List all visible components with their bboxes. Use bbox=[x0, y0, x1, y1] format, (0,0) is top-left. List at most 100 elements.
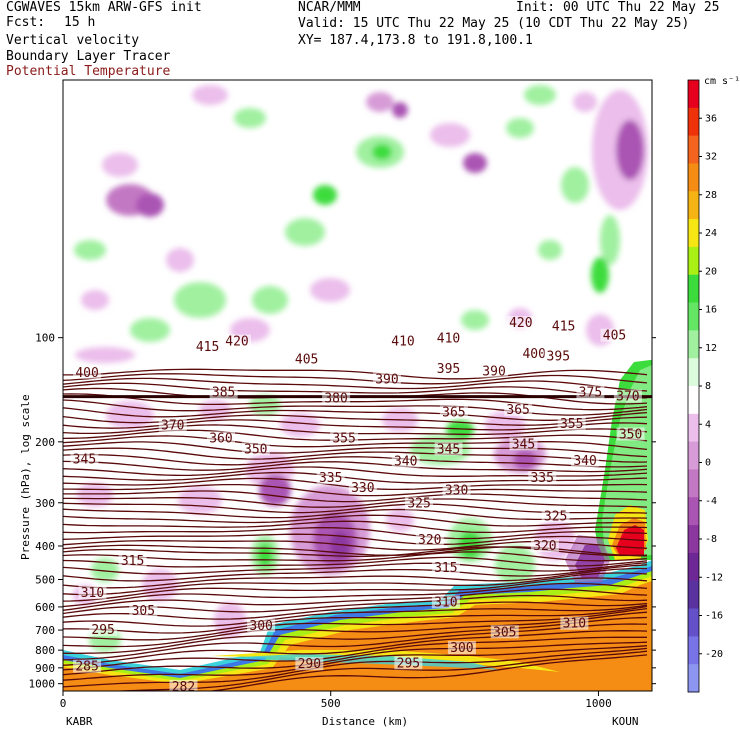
colorbar-swatch bbox=[688, 358, 699, 387]
velocity-blob bbox=[591, 257, 609, 293]
theta-contour-line bbox=[63, 368, 648, 380]
theta-label: 410 bbox=[437, 332, 460, 347]
theta-label-bg bbox=[571, 453, 600, 467]
x-tick-label: 1000 bbox=[585, 697, 612, 710]
theta-label: 350 bbox=[244, 442, 267, 457]
velocity-blob bbox=[366, 92, 394, 112]
theta-label-bg bbox=[118, 554, 147, 568]
velocity-blob bbox=[573, 92, 597, 112]
colorbar-label: 32 bbox=[705, 152, 717, 163]
velocity-blob bbox=[252, 286, 288, 314]
theta-contour-line bbox=[63, 377, 648, 392]
colorbar-swatch bbox=[688, 636, 699, 665]
theta-label-bg bbox=[389, 334, 418, 348]
theta-contour-line bbox=[63, 393, 648, 411]
velocity-blob bbox=[506, 118, 534, 138]
y-tick-label: 400 bbox=[35, 540, 55, 553]
theta-label: 315 bbox=[434, 561, 457, 576]
theta-contour-line bbox=[63, 645, 648, 681]
colorbar-label: -20 bbox=[705, 649, 723, 660]
center-label: NCAR/MMM bbox=[298, 0, 361, 15]
x-axis-label: Distance (km) bbox=[322, 715, 408, 728]
theta-contour-line bbox=[63, 630, 648, 666]
theta-contour-line bbox=[63, 497, 648, 508]
theta-label: 355 bbox=[560, 417, 583, 432]
y-tick-label: 100 bbox=[35, 332, 55, 345]
theta-label-bg bbox=[431, 595, 460, 609]
theta-label-bg bbox=[509, 437, 538, 451]
x-tick-label: 0 bbox=[60, 697, 67, 710]
theta-label: 310 bbox=[434, 595, 457, 610]
theta-label-bg bbox=[405, 496, 434, 510]
theta-contour-line bbox=[63, 399, 648, 416]
theta-label: 325 bbox=[407, 497, 430, 512]
theta-label: 295 bbox=[91, 623, 114, 638]
theta-contour-line bbox=[63, 594, 648, 615]
theta-label: 415 bbox=[552, 319, 575, 334]
theta-label: 390 bbox=[482, 365, 505, 380]
theta-contour-line bbox=[63, 567, 647, 589]
theta-contour-line bbox=[63, 551, 648, 562]
theta-contour-line bbox=[63, 447, 648, 463]
theta-contour-line bbox=[63, 382, 647, 399]
theta-label: 305 bbox=[493, 625, 516, 640]
velocity-blob bbox=[285, 218, 325, 246]
y-tick-label: 200 bbox=[35, 436, 55, 449]
theta-label: 335 bbox=[530, 471, 553, 486]
theta-contour-line bbox=[63, 564, 648, 582]
field-boundary-layer-tracer: Boundary Layer Tracer bbox=[6, 49, 171, 64]
theta-label: 345 bbox=[73, 453, 96, 468]
colorbar-swatch bbox=[688, 274, 699, 304]
shading-layer bbox=[63, 80, 652, 691]
velocity-blob bbox=[259, 474, 291, 506]
velocity-blob bbox=[74, 240, 106, 260]
theta-label-bg bbox=[129, 604, 158, 618]
colorbar-label: 12 bbox=[705, 343, 717, 354]
y-tick-label: 700 bbox=[35, 624, 55, 637]
y-tick-label: 900 bbox=[35, 662, 55, 675]
theta-contour-line bbox=[63, 623, 648, 661]
theta-label-bg bbox=[193, 340, 222, 354]
theta-label: 415 bbox=[196, 340, 219, 355]
colorbar-label: 16 bbox=[705, 305, 717, 316]
colorbar-swatch bbox=[688, 552, 699, 582]
colorbar-swatch bbox=[688, 608, 699, 637]
theta-label: 282 bbox=[172, 680, 195, 695]
theta-label-bg bbox=[247, 618, 276, 632]
theta-label-bg bbox=[544, 349, 573, 363]
velocity-blob bbox=[192, 85, 228, 105]
theta-label: 370 bbox=[161, 419, 184, 434]
theta-label: 380 bbox=[324, 392, 347, 407]
theta-label: 295 bbox=[397, 656, 420, 671]
colorbar-label: -12 bbox=[705, 572, 723, 583]
theta-label-bg bbox=[316, 471, 345, 485]
theta-label: 365 bbox=[506, 403, 529, 418]
colorbar-swatch bbox=[688, 441, 699, 470]
theta-label-bg bbox=[528, 471, 557, 485]
colorbar-units: cm s⁻¹ bbox=[704, 76, 740, 87]
theta-contour-line bbox=[63, 636, 647, 671]
theta-contour-line bbox=[63, 611, 648, 648]
colorbar-swatch bbox=[688, 330, 699, 359]
theta-contour-line bbox=[63, 435, 648, 451]
colorbar-swatch bbox=[688, 497, 699, 526]
theta-label: 325 bbox=[544, 509, 567, 524]
theta-label-bg bbox=[89, 623, 118, 637]
colorbar-swatch bbox=[688, 525, 699, 554]
colorbar-swatch bbox=[688, 246, 699, 276]
velocity-blob bbox=[174, 282, 226, 318]
theta-label: 300 bbox=[249, 619, 272, 634]
velocity-blob bbox=[513, 450, 537, 470]
theta-label-bg bbox=[73, 659, 102, 673]
theta-label: 310 bbox=[81, 586, 104, 601]
theta-label: 365 bbox=[442, 406, 465, 421]
theta-contour-line bbox=[63, 483, 648, 497]
y-tick-label: 600 bbox=[35, 601, 55, 614]
theta-label: 310 bbox=[563, 617, 586, 632]
velocity-blob bbox=[561, 167, 589, 203]
theta-contour-line bbox=[207, 654, 648, 691]
colorbar-swatch bbox=[688, 469, 699, 498]
theta-label-bg bbox=[616, 427, 645, 441]
theta-label: 410 bbox=[391, 335, 414, 350]
